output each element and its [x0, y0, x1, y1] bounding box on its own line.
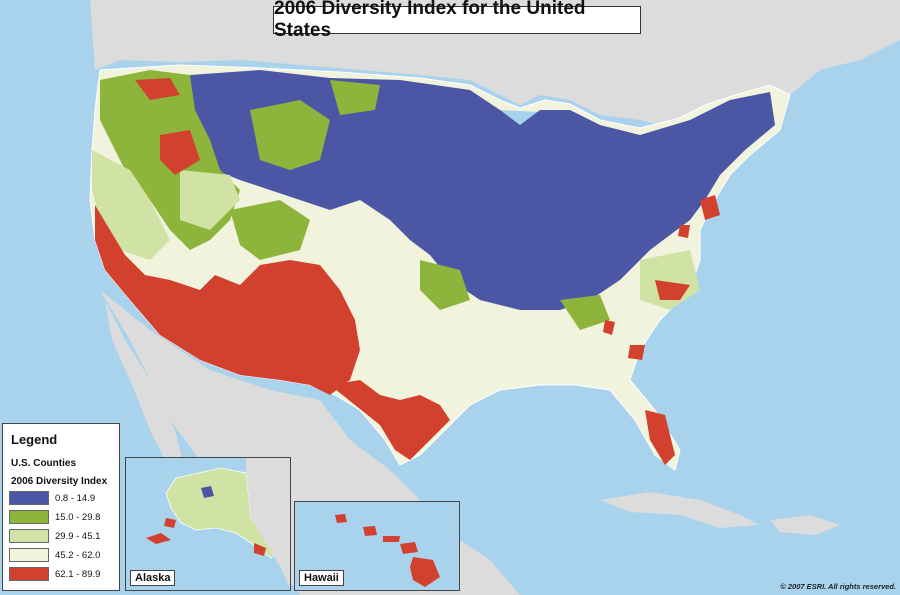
alaska-land	[165, 467, 277, 559]
legend-item: 45.2 - 62.0	[9, 548, 100, 562]
map-title: 2006 Diversity Index for the United Stat…	[273, 0, 641, 41]
region-high-nc	[655, 280, 690, 300]
region-high-fl	[645, 410, 675, 465]
hawaii-molokai	[383, 536, 400, 542]
hawaii-inset: Hawaii	[294, 501, 460, 591]
region-high-ga	[603, 320, 645, 360]
hawaii-label: Hawaii	[299, 570, 344, 586]
region-mid-low-2	[250, 100, 330, 170]
legend-item-label: 45.2 - 62.0	[55, 549, 101, 561]
legend: Legend U.S. Counties 2006 Diversity Inde…	[2, 423, 120, 591]
copyright: © 2007 ESRI. All rights reserved.	[780, 582, 896, 591]
region-mid-low-6	[560, 295, 610, 330]
region-mid-3	[640, 250, 700, 310]
legend-item: 15.0 - 29.8	[9, 510, 100, 524]
legend-field: 2006 Diversity Index	[11, 476, 108, 487]
region-mid-low-3	[230, 200, 310, 260]
region-low-diversity	[190, 70, 775, 310]
alaska-inset: Alaska	[125, 457, 291, 591]
legend-swatch	[9, 548, 49, 562]
region-high-wa	[135, 78, 180, 100]
legend-swatch	[9, 491, 49, 505]
canada-yukon	[246, 458, 290, 588]
legend-item-label: 0.8 - 14.9	[55, 492, 96, 504]
legend-item-label: 29.9 - 45.1	[55, 530, 101, 542]
cuba-land	[600, 492, 760, 528]
legend-title: Legend	[11, 432, 58, 447]
region-high-ne	[678, 195, 720, 238]
hawaii-oahu	[363, 526, 377, 536]
region-high-idaho	[160, 130, 200, 175]
legend-swatch	[9, 529, 49, 543]
baja-land	[105, 300, 185, 470]
alaska-map	[146, 458, 290, 588]
alaska-red	[146, 518, 266, 556]
canada-land	[0, 0, 900, 130]
legend-item: 62.1 - 89.9	[9, 567, 100, 581]
region-mid-low-5	[420, 260, 470, 310]
legend-item: 29.9 - 45.1	[9, 529, 100, 543]
legend-layer: U.S. Counties	[11, 458, 77, 469]
alaska-label: Alaska	[130, 570, 176, 586]
region-mid-2	[180, 170, 240, 230]
region-high-diversity	[95, 205, 360, 395]
hawaii-maui	[400, 542, 418, 554]
region-mid-low-4	[330, 80, 380, 115]
hawaii-kauai	[335, 514, 347, 523]
region-high-texas	[330, 380, 450, 460]
legend-item-label: 62.1 - 89.9	[55, 568, 101, 580]
legend-swatch	[9, 567, 49, 581]
hawaii-big-island	[410, 557, 440, 587]
legend-swatch	[9, 510, 49, 524]
alaska-blue	[201, 486, 214, 498]
hawaii-map	[335, 514, 440, 587]
hispaniola-land	[770, 515, 840, 535]
legend-item: 0.8 - 14.9	[9, 491, 95, 505]
legend-item-label: 15.0 - 29.8	[55, 511, 101, 523]
